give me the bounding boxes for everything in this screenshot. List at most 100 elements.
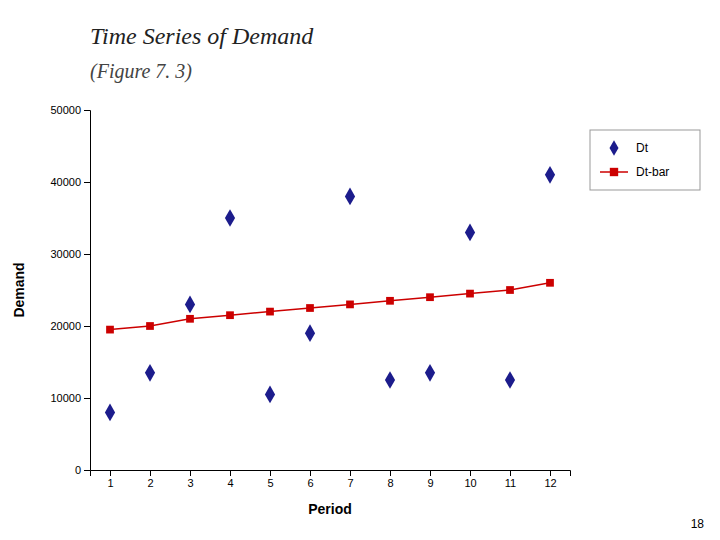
x-tick: 11 <box>505 470 516 489</box>
point <box>186 315 194 323</box>
series <box>106 279 554 334</box>
series <box>105 166 555 421</box>
point <box>305 324 315 342</box>
y-tick-label: 50000 <box>50 104 81 116</box>
x-tick: 4 <box>227 470 233 489</box>
plot: 1234567891011120100002000030000400005000… <box>11 104 571 517</box>
x-tick-label: 5 <box>267 477 273 489</box>
y-tick: 20000 <box>50 320 90 332</box>
y-axis-title: Demand <box>11 262 27 317</box>
point <box>105 404 115 422</box>
marks <box>105 166 555 421</box>
x-tick: 7 <box>347 470 353 489</box>
y-tick-mark <box>84 254 90 255</box>
x-tick-label: 2 <box>147 477 153 489</box>
x-tick: 1 <box>107 470 113 489</box>
x-tick: 3 <box>187 470 193 489</box>
point <box>225 209 235 227</box>
x-tick-label: 8 <box>387 477 393 489</box>
x-tick-mark <box>110 470 111 476</box>
x-tick-label: 10 <box>464 477 476 489</box>
point <box>505 371 515 389</box>
x-axis-title: Period <box>308 501 352 517</box>
point <box>386 297 394 305</box>
x-axis-line <box>91 471 571 477</box>
x-tick-label: 11 <box>505 477 516 489</box>
x-tick: 5 <box>267 470 273 489</box>
legend-symbol <box>610 140 619 156</box>
x-tick-label: 3 <box>187 477 193 489</box>
legend: Dt Dt-bar <box>590 130 700 190</box>
x-tick-mark <box>190 470 191 476</box>
y-tick: 0 <box>75 464 90 476</box>
y-tick: 30000 <box>50 248 90 260</box>
x-tick-label: 9 <box>427 477 433 489</box>
y-axis-line <box>84 111 91 471</box>
chart-svg: Time Series of Demand(Figure 7. 3)181234… <box>0 0 720 540</box>
x-tick-label: 1 <box>107 477 113 489</box>
y-tick-mark <box>84 110 90 111</box>
y-axis: 0 10000 20000 30000 40000 50000 <box>50 104 90 476</box>
x-tick: 6 <box>307 470 313 489</box>
x-tick: 12 <box>544 470 556 489</box>
point <box>345 188 355 206</box>
x-tick: 10 <box>464 470 476 489</box>
point <box>426 293 434 301</box>
x-tick-label: 12 <box>544 477 556 489</box>
x-tick-label: 7 <box>347 477 353 489</box>
legend-symbol <box>610 168 618 176</box>
y-tick: 50000 <box>50 104 90 116</box>
x-tick-mark <box>510 470 511 476</box>
legend-label: Dt-bar <box>636 165 669 179</box>
point <box>185 296 195 314</box>
y-tick: 10000 <box>50 392 90 404</box>
x-tick-label: 4 <box>227 477 233 489</box>
x-axis: 123456789101112 <box>91 470 571 489</box>
x-tick-mark <box>550 470 551 476</box>
subtitle: (Figure 7. 3) <box>90 60 192 83</box>
y-tick-mark <box>84 182 90 183</box>
point <box>506 286 514 294</box>
y-tick-mark <box>84 470 90 471</box>
x-tick-label: 6 <box>307 477 313 489</box>
y-tick-mark <box>84 326 90 327</box>
title: Time Series of Demand <box>90 23 314 49</box>
point <box>266 308 274 316</box>
x-tick-mark <box>270 470 271 476</box>
point <box>265 386 275 404</box>
point <box>546 279 554 287</box>
point <box>346 301 354 309</box>
x-tick: 2 <box>147 470 153 489</box>
y-tick-mark <box>84 398 90 399</box>
legend-label: Dt <box>636 141 649 155</box>
y-tick-label: 20000 <box>50 320 81 332</box>
x-tick: 8 <box>387 470 393 489</box>
x-tick-mark <box>390 470 391 476</box>
chart-container: Time Series of Demand(Figure 7. 3)181234… <box>0 0 720 540</box>
y-tick-label: 30000 <box>50 248 81 260</box>
x-tick-mark <box>310 470 311 476</box>
y-tick-label: 10000 <box>50 392 81 404</box>
legend-item: Dt-bar <box>600 165 669 179</box>
point <box>425 364 435 382</box>
point <box>146 322 154 330</box>
point <box>465 224 475 242</box>
x-tick-mark <box>150 470 151 476</box>
y-tick: 40000 <box>50 176 90 188</box>
legend-item: Dt <box>610 140 649 156</box>
x-tick-mark <box>230 470 231 476</box>
x-tick-mark <box>470 470 471 476</box>
point <box>226 311 234 319</box>
y-tick-label: 40000 <box>50 176 81 188</box>
point <box>545 166 555 184</box>
point <box>106 326 114 334</box>
point <box>466 290 474 298</box>
x-tick-mark <box>350 470 351 476</box>
point <box>306 304 314 312</box>
legend-box <box>590 130 700 190</box>
annotation: 18 <box>691 517 705 531</box>
y-tick-label: 0 <box>75 464 81 476</box>
point <box>145 364 155 382</box>
line <box>110 283 550 330</box>
point <box>385 371 395 389</box>
